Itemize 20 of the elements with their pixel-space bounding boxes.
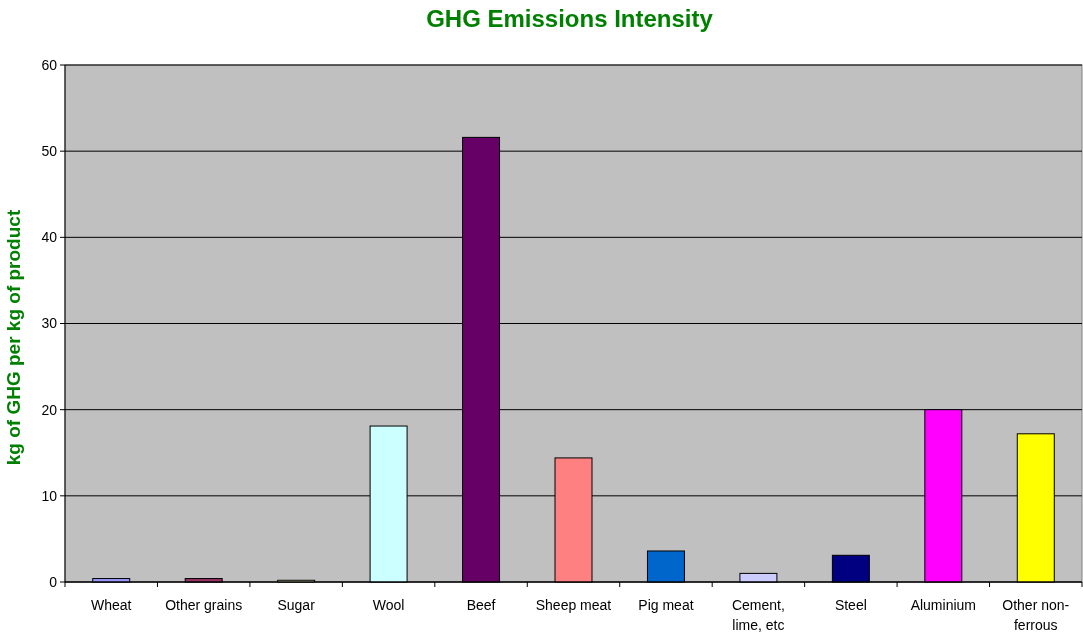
y-tick-label: 40 bbox=[41, 229, 58, 246]
chart-title: GHG Emissions Intensity bbox=[426, 5, 714, 32]
y-tick-label: 10 bbox=[41, 487, 58, 504]
y-tick-label: 30 bbox=[41, 315, 58, 332]
x-tick-label: Wool bbox=[372, 597, 405, 613]
y-tick-label: 0 bbox=[49, 573, 58, 590]
y-tick-label: 60 bbox=[41, 56, 58, 73]
y-tick-label: 50 bbox=[41, 143, 58, 160]
x-tick-label: Cement, lime, etc bbox=[731, 597, 785, 633]
x-tick-label: Wheat bbox=[90, 597, 132, 613]
y-tick-label: 20 bbox=[41, 401, 58, 418]
x-tick-label: Sheep meat bbox=[535, 597, 612, 613]
x-tick-label: Aluminium bbox=[910, 597, 976, 613]
x-tick-label: Sugar bbox=[277, 597, 316, 613]
x-tick-label: Other grains bbox=[165, 597, 243, 613]
x-tick-label: Other non-ferrous bbox=[1002, 597, 1070, 633]
x-tick-label: Pig meat bbox=[638, 597, 694, 613]
x-tick-label: Steel bbox=[834, 597, 867, 613]
x-tick-label: Beef bbox=[466, 597, 496, 613]
y-axis-title: kg of GHG per kg of product bbox=[3, 209, 24, 466]
